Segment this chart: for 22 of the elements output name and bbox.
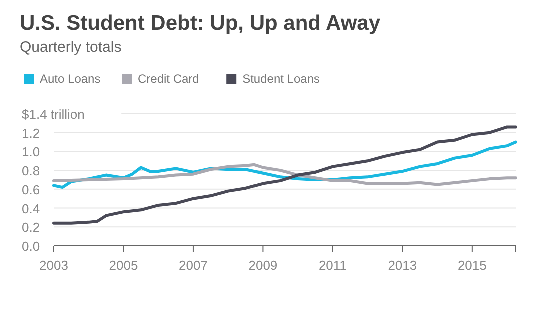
legend-label: Auto Loans [40,72,101,86]
y-tick-label: 0.0 [22,239,40,254]
x-tick-label: 2013 [388,258,418,273]
chart-title: U.S. Student Debt: Up, Up and Away [20,12,381,35]
y-tick-label: $1.4 trillion [22,107,85,122]
x-tick-label: 2003 [40,258,68,273]
legend-label: Credit Card [138,72,200,86]
y-tick-label: 0.2 [22,220,40,236]
y-tick-label: 1.0 [22,144,40,160]
y-tick-label: 0.4 [22,201,40,216]
y-tick-label: 1.2 [22,126,40,141]
legend-label: Student Loans [242,72,320,86]
x-tick-label: 2007 [179,258,208,273]
x-tick-label: 2005 [109,258,138,273]
x-tick-label: 2011 [318,258,347,273]
y-tick-label: 0.6 [22,182,40,198]
chart-subtitle: Quarterly totals [20,39,122,56]
x-tick-label: 2015 [458,258,487,273]
line-series [52,126,518,225]
x-tick-label: 2009 [248,258,278,273]
y-tick-label: 0.8 [22,164,40,179]
line-series [52,163,518,186]
